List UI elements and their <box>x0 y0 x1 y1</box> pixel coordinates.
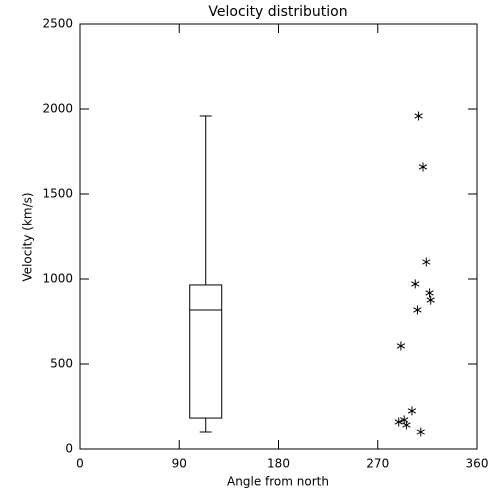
box <box>189 284 223 419</box>
point <box>426 295 435 305</box>
x-tick-label: 360 <box>466 457 489 471</box>
chart-title: Velocity distribution <box>208 4 347 20</box>
y-tick-label: 2000 <box>42 102 73 116</box>
point <box>394 417 403 427</box>
y-axis-label: Velocity (km/s) <box>21 192 35 281</box>
x-axis-label: Angle from north <box>227 475 329 489</box>
y-tick-label: 2500 <box>42 17 73 31</box>
point <box>411 279 420 289</box>
y-tick-label: 0 <box>65 442 73 456</box>
x-tick-label: 0 <box>76 457 84 471</box>
point <box>422 257 431 267</box>
point <box>418 162 428 172</box>
point <box>407 406 417 416</box>
point <box>425 288 434 298</box>
point <box>396 341 406 351</box>
y-tick-label: 1000 <box>42 272 73 286</box>
point <box>402 420 411 430</box>
y-tick-label: 500 <box>50 357 73 371</box>
point <box>416 427 425 437</box>
point <box>413 305 422 315</box>
point <box>414 111 423 121</box>
x-tick-label: 270 <box>366 457 389 471</box>
x-tick-label: 180 <box>267 457 290 471</box>
x-tick-label: 90 <box>172 457 187 471</box>
plot-frame <box>79 23 478 450</box>
y-tick-label: 1500 <box>42 187 73 201</box>
